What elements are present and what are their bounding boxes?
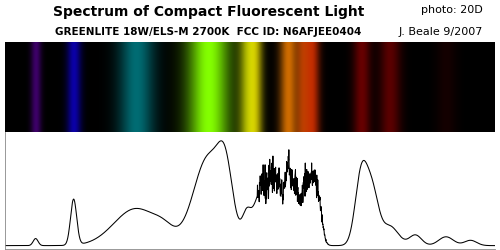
Text: J. Beale 9/2007: J. Beale 9/2007	[398, 26, 483, 36]
Text: GREENLITE 18W/ELS-M 2700K  FCC ID: N6AFJEE0404: GREENLITE 18W/ELS-M 2700K FCC ID: N6AFJE…	[55, 26, 362, 36]
Text: Spectrum of Compact Fluorescent Light: Spectrum of Compact Fluorescent Light	[52, 4, 364, 18]
Text: photo: 20D: photo: 20D	[421, 4, 483, 15]
